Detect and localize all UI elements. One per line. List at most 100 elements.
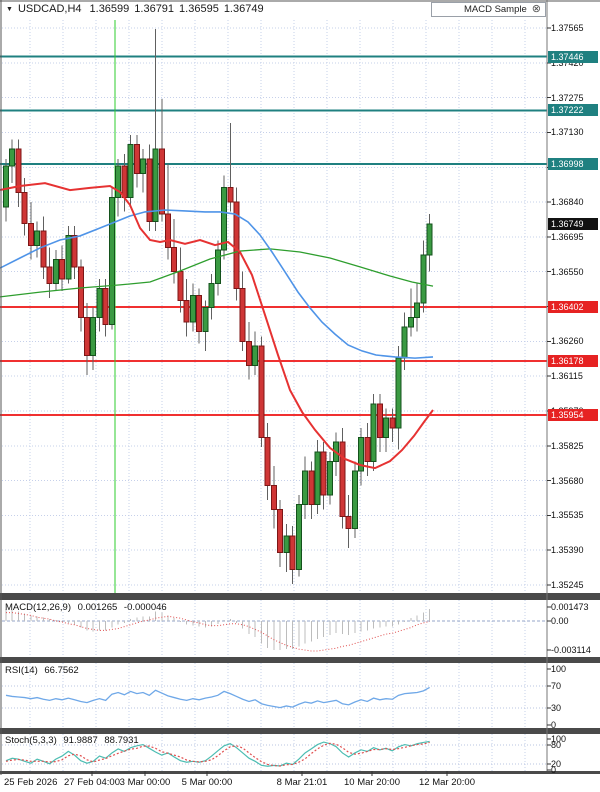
candle-body [389, 417, 396, 429]
candle-body [158, 148, 165, 215]
candle-body [252, 345, 259, 366]
candle-body [221, 187, 228, 251]
candle-body [121, 165, 128, 198]
stoch-k-value: 91.9887 [63, 735, 98, 746]
candle-body [277, 508, 284, 554]
stoch-k-line [5, 740, 430, 767]
candle-body [164, 213, 171, 249]
candle-body [420, 254, 427, 304]
candle-body [27, 223, 34, 246]
candle-body [364, 436, 371, 462]
quote-high: 1.36791 [134, 3, 175, 15]
candle-body [3, 165, 9, 208]
candle-body [152, 148, 159, 222]
candle-body [308, 470, 315, 506]
stoch-panel-label: Stoch(5,3,3) 91.9887 88.7931 [5, 735, 143, 746]
candle-body [171, 247, 178, 273]
candle-body [351, 470, 358, 530]
candle-body [208, 283, 215, 309]
candle-body [245, 340, 252, 366]
candle-body [189, 295, 196, 323]
candle-body [59, 259, 66, 280]
candle-body [426, 223, 433, 256]
quote-open: 1.36599 [89, 3, 130, 15]
candle-body [258, 345, 265, 438]
candle-body [295, 504, 302, 570]
candle-body [127, 143, 134, 198]
candle-body [302, 470, 309, 506]
ma-fast-red [0, 182, 434, 470]
candle-body [395, 357, 402, 429]
candle-body [239, 288, 246, 342]
stoch-d-value: 88.7931 [104, 735, 139, 746]
candle-body [407, 316, 414, 328]
macd-signal-value: -0.000046 [123, 602, 167, 613]
rsi-panel-label: RSI(14) 66.7562 [5, 665, 83, 676]
candle-body [233, 201, 240, 290]
indicator-button[interactable]: MACD Sample ⊗ [431, 2, 546, 17]
chevron-down-icon[interactable]: ▼ [6, 5, 13, 13]
candle-body [133, 143, 140, 174]
candle-body [345, 516, 352, 530]
candle-body [376, 403, 383, 438]
candle-body [102, 288, 109, 326]
candle-body [283, 535, 290, 554]
candle-body [96, 288, 103, 318]
panel-separator [0, 657, 600, 663]
candle-body [214, 249, 221, 285]
candle-body [196, 295, 203, 333]
candle-body [77, 266, 84, 318]
rsi-name: RSI(14) [5, 665, 38, 676]
candle-body [202, 307, 209, 333]
candle-body [183, 300, 190, 323]
candle-body [46, 266, 53, 285]
candle-body [358, 436, 365, 472]
stoch-name: Stoch(5,3,3) [5, 735, 57, 746]
macd-name: MACD(12,26,9) [5, 602, 71, 613]
candle-body [65, 235, 72, 280]
rsi-value: 66.7562 [44, 665, 79, 676]
candle-body [90, 316, 97, 357]
macd-panel-label: MACD(12,26,9) 0.001265 -0.000046 [5, 602, 171, 613]
candle-body [52, 259, 59, 285]
panel-separator [0, 728, 600, 734]
candle-body [370, 403, 377, 462]
candle-body [9, 148, 16, 167]
macd-main-value: 0.001265 [77, 602, 118, 613]
candle-body [289, 535, 296, 570]
candle-body [140, 158, 147, 174]
candle-body [264, 436, 271, 486]
quote-low: 1.36595 [179, 3, 219, 15]
candle-body [227, 187, 234, 203]
ma-mid-blue [0, 209, 434, 359]
panel-separator [0, 771, 600, 774]
indicator-button-label: MACD Sample [463, 4, 527, 15]
candle-body [34, 230, 41, 246]
macd-signal-line [6, 612, 430, 652]
candle-body [21, 191, 28, 225]
rsi-line [5, 686, 430, 709]
candle-body [15, 148, 22, 193]
candle-body [146, 158, 153, 222]
candle-body [71, 235, 78, 268]
close-icon[interactable]: ⊗ [531, 3, 541, 15]
quote-close: 1.36749 [223, 3, 264, 15]
candle-body [326, 460, 333, 496]
candle-body [40, 230, 47, 268]
candle-body [115, 165, 122, 198]
candle-body [320, 451, 327, 496]
candle-body [270, 484, 277, 510]
candle-body [108, 196, 115, 326]
candle-body [401, 326, 408, 359]
candle-body [177, 271, 184, 302]
candle-body [414, 302, 421, 318]
panel-separator [0, 593, 600, 600]
candle-body [83, 316, 90, 357]
candle-body [314, 451, 321, 506]
candle-body [383, 417, 390, 438]
stoch-d-line [5, 741, 430, 767]
symbol-timeframe: USDCAD,H4 [17, 3, 82, 15]
candle-body [339, 441, 346, 518]
